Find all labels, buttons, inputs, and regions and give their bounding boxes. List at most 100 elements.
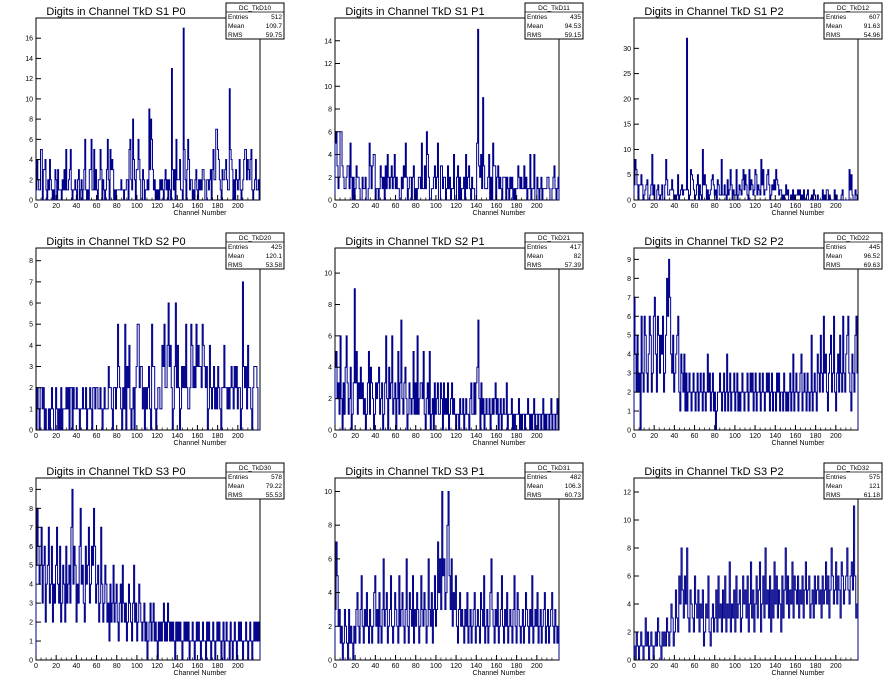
- x-tick-label: 200: [232, 203, 244, 210]
- x-tick-label: 200: [232, 663, 244, 670]
- y-tick-label: 12: [25, 76, 33, 83]
- stats-box: DC_TkD32 Entries 575 Mean 121 RMS 61.18: [823, 462, 883, 500]
- histogram-panel-9: Digits in Channel TkD S3 P20 20 40 60 80 100 1…: [623, 462, 883, 677]
- stats-entries-value: 425: [271, 244, 282, 251]
- x-tick-label: 180: [511, 663, 523, 670]
- histogram-line: [35, 488, 261, 661]
- y-tick-label: 5: [627, 172, 631, 179]
- y-tick-label: 6: [627, 574, 631, 581]
- x-tick-label: 100: [131, 433, 143, 440]
- stats-box: DC_TkD20 Entries 425 Mean 120.1 RMS 53.58: [225, 232, 285, 270]
- y-tick-label: 0: [29, 198, 33, 205]
- y-tick-label: 12: [623, 490, 631, 497]
- plot-frame: [633, 17, 859, 201]
- x-tick-label: 40: [72, 663, 80, 670]
- x-tick-label: 60: [392, 433, 400, 440]
- stats-name: DC_TkD22: [837, 235, 870, 242]
- x-tick-label: 60: [691, 203, 699, 210]
- stats-mean-label: Mean: [826, 23, 843, 30]
- stats-entries-value: 482: [570, 474, 581, 481]
- x-tick-label: 180: [810, 663, 822, 670]
- y-tick-label: 0: [627, 198, 631, 205]
- y-tick-label: 2: [627, 630, 631, 637]
- x-tick-label: 80: [412, 203, 420, 210]
- plot-frame: [35, 17, 261, 201]
- histogram-line: [633, 505, 859, 661]
- x-tick-label: 20: [351, 663, 359, 670]
- stats-rms-label: RMS: [228, 492, 243, 499]
- x-tick-label: 120: [450, 433, 462, 440]
- y-tick-label: 4: [627, 602, 631, 609]
- x-tick-label: 180: [810, 433, 822, 440]
- y-tick-label: 10: [324, 84, 332, 91]
- y-tick-label: 16: [25, 36, 33, 43]
- y-tick-label: 0: [627, 658, 631, 665]
- x-tick-label: 120: [450, 663, 462, 670]
- y-tick-label: 5: [627, 333, 631, 340]
- y-tick-label: 2: [29, 177, 33, 184]
- x-axis-label: Channel Number: [174, 670, 228, 677]
- stats-mean-label: Mean: [527, 23, 544, 30]
- x-tick-label: 40: [371, 663, 379, 670]
- chart-title: Digits in Channel TkD S2 P2: [644, 236, 783, 248]
- stats-mean-label: Mean: [228, 483, 245, 490]
- y-tick-label: 0: [627, 428, 631, 435]
- stats-mean-value: 109.7: [266, 23, 283, 30]
- stats-box-frame: [823, 232, 883, 270]
- stats-box-frame: [225, 462, 285, 500]
- x-tick-label: 20: [351, 203, 359, 210]
- stats-box: DC_TkD21 Entries 417 Mean 82 RMS 57.39: [524, 232, 584, 270]
- x-tick-label: 100: [430, 433, 442, 440]
- y-tick-label: 25: [623, 71, 631, 78]
- x-tick-label: 140: [470, 433, 482, 440]
- stats-entries-label: Entries: [826, 474, 847, 481]
- histogram-line: [633, 258, 859, 431]
- x-tick-label: 140: [769, 433, 781, 440]
- y-tick-label: 0: [29, 658, 33, 665]
- y-tick-label: 2: [328, 624, 332, 631]
- y-tick-label: 0: [328, 198, 332, 205]
- x-tick-label: 100: [430, 663, 442, 670]
- x-tick-label: 140: [171, 203, 183, 210]
- chart-title: Digits in Channel TkD S3 P0: [46, 466, 185, 478]
- stats-rms-label: RMS: [228, 32, 243, 39]
- x-tick-label: 100: [729, 433, 741, 440]
- x-axis-label: Channel Number: [473, 210, 527, 217]
- x-tick-label: 60: [691, 663, 699, 670]
- stats-entries-label: Entries: [228, 244, 249, 251]
- y-tick-label: 14: [25, 56, 33, 63]
- y-tick-label: 10: [324, 271, 332, 278]
- stats-entries-value: 512: [271, 14, 282, 21]
- x-tick-label: 180: [212, 433, 224, 440]
- x-tick-label: 20: [351, 433, 359, 440]
- stats-rms-value: 69.63: [864, 262, 881, 269]
- y-tick-label: 3: [29, 601, 33, 608]
- x-tick-label: 140: [171, 663, 183, 670]
- y-tick-label: 2: [328, 396, 332, 403]
- x-tick-label: 160: [790, 663, 802, 670]
- stats-rms-label: RMS: [826, 32, 841, 39]
- x-tick-label: 120: [151, 663, 163, 670]
- y-tick-label: 8: [627, 546, 631, 553]
- stats-entries-value: 607: [869, 14, 880, 21]
- stats-entries-value: 417: [570, 244, 581, 251]
- x-tick-label: 160: [790, 203, 802, 210]
- y-tick-label: 9: [627, 257, 631, 264]
- stats-box: DC_TkD10 Entries 512 Mean 109.7 RMS 59.75: [225, 2, 285, 40]
- y-tick-label: 6: [29, 301, 33, 308]
- chart-title: Digits in Channel TkD S1 P2: [644, 6, 783, 18]
- stats-entries-label: Entries: [527, 14, 548, 21]
- stats-mean-label: Mean: [826, 483, 843, 490]
- x-tick-label: 160: [491, 433, 503, 440]
- y-tick-label: 0: [328, 658, 332, 665]
- x-tick-label: 80: [711, 433, 719, 440]
- x-tick-label: 140: [470, 203, 482, 210]
- stats-rms-label: RMS: [826, 262, 841, 269]
- x-tick-label: 0: [34, 203, 38, 210]
- stats-mean-label: Mean: [826, 253, 843, 260]
- stats-box-frame: [225, 2, 285, 40]
- histogram-line: [334, 28, 560, 201]
- stats-box-frame: [524, 462, 584, 500]
- stats-box-frame: [225, 232, 285, 270]
